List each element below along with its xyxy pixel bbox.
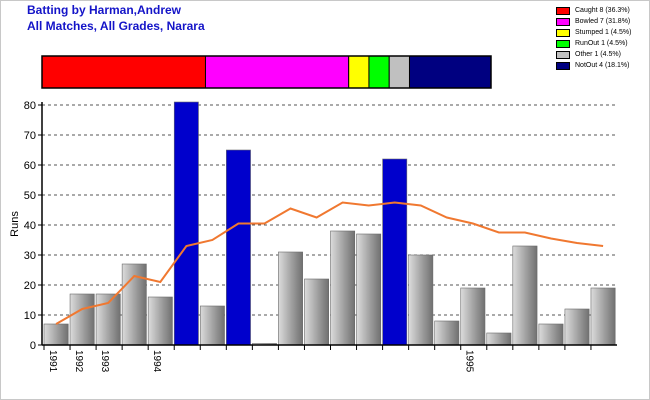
y-tick-label: 10	[24, 310, 36, 322]
y-tick-label: 20	[24, 280, 36, 292]
bar	[356, 233, 382, 346]
x-tick-label: 1992	[73, 350, 84, 373]
legend-item: Bowled 7 (31.8%)	[556, 16, 631, 27]
chart-subtitle: All Matches, All Grades, Narara	[27, 19, 205, 33]
legend-label: Bowled 7 (31.8%)	[575, 18, 631, 25]
legend-label: NotOut 4 (18.1%)	[575, 62, 630, 69]
y-tick-label: 30	[24, 250, 36, 262]
bar-not-out	[226, 149, 251, 346]
y-tick-label: 40	[24, 220, 36, 232]
average-line	[55, 201, 604, 325]
legend-swatch	[556, 39, 570, 48]
chart-title: Batting by Harman,Andrew	[27, 3, 182, 17]
legend-swatch	[556, 28, 570, 37]
bar	[330, 230, 356, 346]
y-tick-label: 0	[30, 340, 36, 352]
legend-item: NotOut 4 (18.1%)	[556, 60, 631, 71]
bar	[434, 320, 460, 346]
dismissal-segment	[204, 55, 350, 89]
bar	[564, 308, 590, 346]
dismissal-segment	[41, 55, 206, 89]
legend-swatch	[556, 6, 570, 15]
bar	[69, 293, 95, 346]
y-tick-label: 50	[24, 190, 36, 202]
x-tick-label: 1991	[47, 350, 58, 373]
bar	[590, 287, 616, 346]
legend-item: Other 1 (4.5%)	[556, 49, 631, 60]
legend-swatch	[556, 50, 570, 59]
bar	[43, 323, 69, 346]
bar	[512, 245, 538, 346]
dismissal-segment	[408, 55, 492, 89]
bar	[538, 323, 564, 346]
legend: Caught 8 (36.3%) Bowled 7 (31.8%) Stumped …	[556, 5, 631, 71]
bar	[199, 305, 225, 346]
bar	[408, 254, 434, 346]
y-tick-label: 60	[24, 160, 36, 172]
y-tick-label: 80	[24, 100, 36, 112]
legend-item: Stumped 1 (4.5%)	[556, 27, 631, 38]
legend-item: RunOut 1 (4.5%)	[556, 38, 631, 49]
legend-swatch	[556, 17, 570, 26]
legend-swatch	[556, 61, 570, 70]
bar-not-out	[173, 101, 199, 346]
legend-item: Caught 8 (36.3%)	[556, 5, 631, 16]
legend-label: Other 1 (4.5%)	[575, 51, 621, 58]
bar-not-out	[382, 158, 408, 346]
dismissal-bar-outline	[41, 55, 492, 89]
legend-label: RunOut 1 (4.5%)	[575, 40, 628, 47]
legend-label: Stumped 1 (4.5%)	[575, 29, 632, 36]
x-tick-label: 1994	[151, 350, 162, 373]
bar	[278, 251, 303, 346]
bar	[304, 278, 330, 346]
x-tick-label: 1993	[99, 350, 110, 373]
x-tick-label: 1995	[464, 350, 475, 373]
dismissal-segment	[348, 55, 370, 89]
dismissal-segment	[368, 55, 390, 89]
legend-label: Caught 8 (36.3%)	[575, 7, 630, 14]
y-tick-label: 70	[24, 130, 36, 142]
dismissal-segment	[388, 55, 410, 89]
bar	[460, 287, 486, 346]
bar	[486, 332, 512, 346]
bar	[147, 296, 173, 346]
